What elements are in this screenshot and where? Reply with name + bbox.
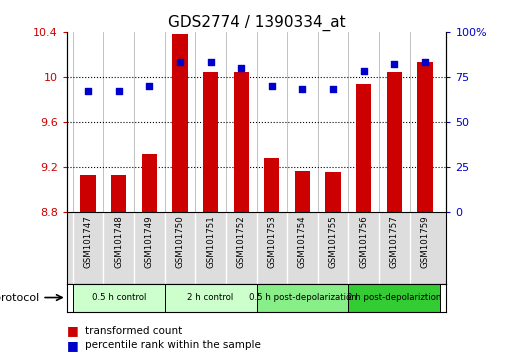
Bar	[172, 34, 188, 212]
Text: GSM101753: GSM101753	[267, 215, 277, 268]
Bar	[256, 284, 348, 312]
Text: GSM101750: GSM101750	[175, 215, 185, 268]
Text: GSM101747: GSM101747	[84, 215, 93, 268]
Point	[329, 87, 337, 92]
Text: 2 h control: 2 h control	[187, 293, 234, 302]
Bar	[165, 284, 256, 312]
Text: GSM101751: GSM101751	[206, 215, 215, 268]
Bar	[325, 172, 341, 212]
Title: GDS2774 / 1390334_at: GDS2774 / 1390334_at	[168, 14, 345, 30]
Point	[237, 65, 245, 71]
Text: GSM101759: GSM101759	[420, 215, 429, 268]
Point	[206, 59, 214, 65]
Bar	[81, 175, 96, 212]
Point	[84, 88, 92, 94]
Text: ■: ■	[67, 339, 78, 352]
Text: protocol: protocol	[0, 292, 39, 303]
Text: GSM101752: GSM101752	[236, 215, 246, 268]
Bar	[417, 62, 432, 212]
Point	[145, 83, 153, 88]
Text: 0.5 h post-depolarization: 0.5 h post-depolarization	[248, 293, 357, 302]
Text: GSM101756: GSM101756	[359, 215, 368, 268]
Text: GSM101757: GSM101757	[390, 215, 399, 268]
Bar	[203, 72, 218, 212]
Point	[268, 83, 276, 88]
Bar	[264, 158, 280, 212]
Bar	[142, 154, 157, 212]
Text: ■: ■	[67, 325, 78, 337]
Bar	[295, 171, 310, 212]
Bar	[387, 72, 402, 212]
Text: percentile rank within the sample: percentile rank within the sample	[85, 340, 261, 350]
Point	[114, 88, 123, 94]
Text: 0.5 h control: 0.5 h control	[91, 293, 146, 302]
Point	[299, 87, 307, 92]
Bar	[111, 175, 126, 212]
Bar	[356, 84, 371, 212]
Point	[390, 61, 399, 67]
Bar	[233, 72, 249, 212]
Bar	[73, 284, 165, 312]
Text: GSM101754: GSM101754	[298, 215, 307, 268]
Point	[176, 59, 184, 65]
Text: GSM101755: GSM101755	[328, 215, 338, 268]
Bar	[348, 284, 440, 312]
Text: GSM101748: GSM101748	[114, 215, 123, 268]
Text: GSM101749: GSM101749	[145, 215, 154, 268]
Point	[360, 69, 368, 74]
Text: transformed count: transformed count	[85, 326, 182, 336]
Text: 2 h post-depolariztion: 2 h post-depolariztion	[347, 293, 442, 302]
Point	[421, 59, 429, 65]
